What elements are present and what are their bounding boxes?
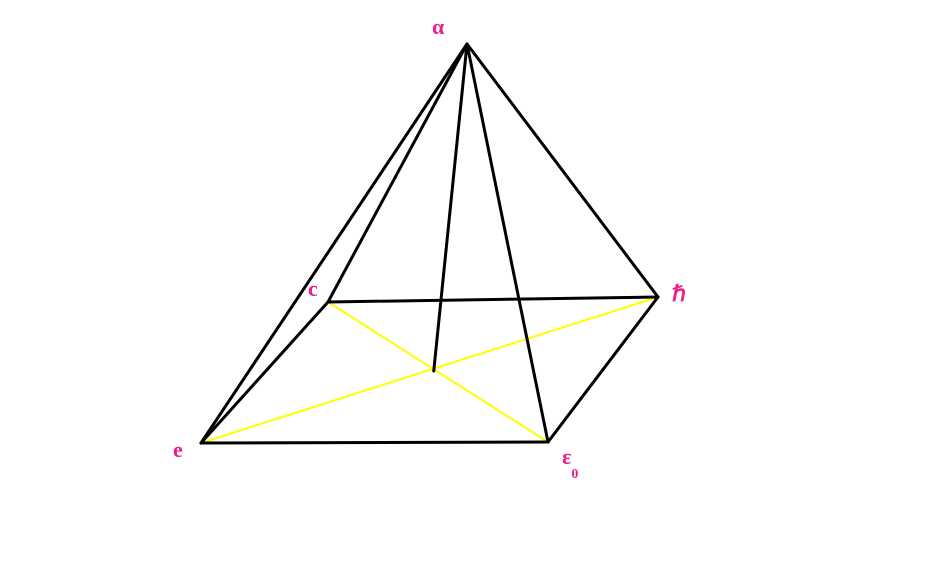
edge-front_right-front_left (201, 442, 548, 443)
label-back_right: ℏ (672, 281, 686, 306)
pyramid-diagram: α c ℏ e ε0 (0, 0, 944, 575)
edge-back_left-back_right (328, 297, 658, 302)
pyramid-edges (201, 44, 658, 443)
apex-altitude (434, 44, 467, 371)
edge-apex-back_right (467, 44, 658, 297)
vertex-labels: α c ℏ e ε0 (173, 14, 686, 482)
edge-apex-front_right (467, 44, 548, 442)
diagonal-front_left-back_right (201, 297, 658, 443)
edge-apex-front_left (201, 44, 467, 443)
label-front_left: e (173, 437, 183, 462)
label-front_right: ε0 (562, 444, 578, 482)
label-back_left: c (308, 276, 318, 301)
label-apex: α (432, 14, 445, 39)
edge-back_right-front_right (548, 297, 658, 442)
base-diagonals (201, 297, 658, 443)
